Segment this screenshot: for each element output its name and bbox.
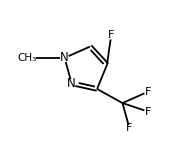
Text: N: N bbox=[67, 77, 76, 90]
Text: CH₃: CH₃ bbox=[17, 53, 36, 63]
Text: N: N bbox=[60, 51, 69, 64]
Text: F: F bbox=[145, 107, 151, 116]
Text: F: F bbox=[126, 124, 133, 133]
Text: F: F bbox=[108, 30, 114, 40]
Text: F: F bbox=[145, 87, 151, 97]
